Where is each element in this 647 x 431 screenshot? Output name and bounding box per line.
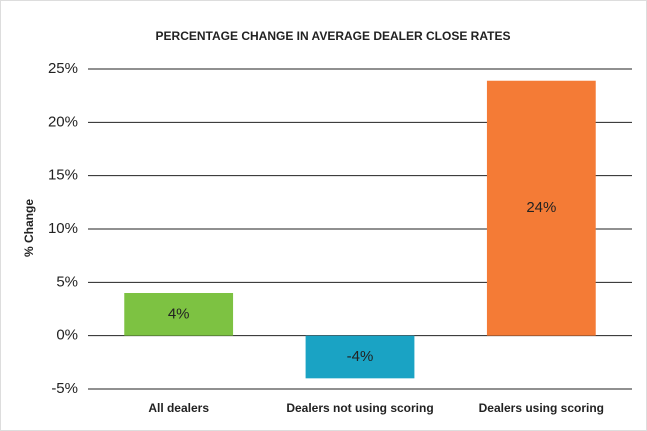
bar <box>124 293 234 336</box>
y-tick-label: 5% <box>56 273 78 290</box>
y-tick-label: -5% <box>51 380 78 397</box>
y-tick-label: 15% <box>48 167 78 184</box>
y-tick-label: 20% <box>48 113 78 130</box>
y-tick-label: 25% <box>48 60 78 77</box>
x-tick-label: All dealers <box>148 401 209 415</box>
data-label: 24% <box>526 199 556 216</box>
chart-title: PERCENTAGE CHANGE IN AVERAGE DEALER CLOS… <box>156 29 511 43</box>
data-label: -4% <box>347 348 374 365</box>
y-axis-label: % Change <box>22 199 36 257</box>
bar <box>486 80 596 336</box>
y-tick-label: 0% <box>56 327 78 344</box>
bar <box>305 335 415 379</box>
y-tick-label: 10% <box>48 220 78 237</box>
x-tick-label: Dealers using scoring <box>479 401 604 415</box>
x-tick-label: Dealers not using scoring <box>286 401 433 415</box>
data-label: 4% <box>168 305 190 322</box>
